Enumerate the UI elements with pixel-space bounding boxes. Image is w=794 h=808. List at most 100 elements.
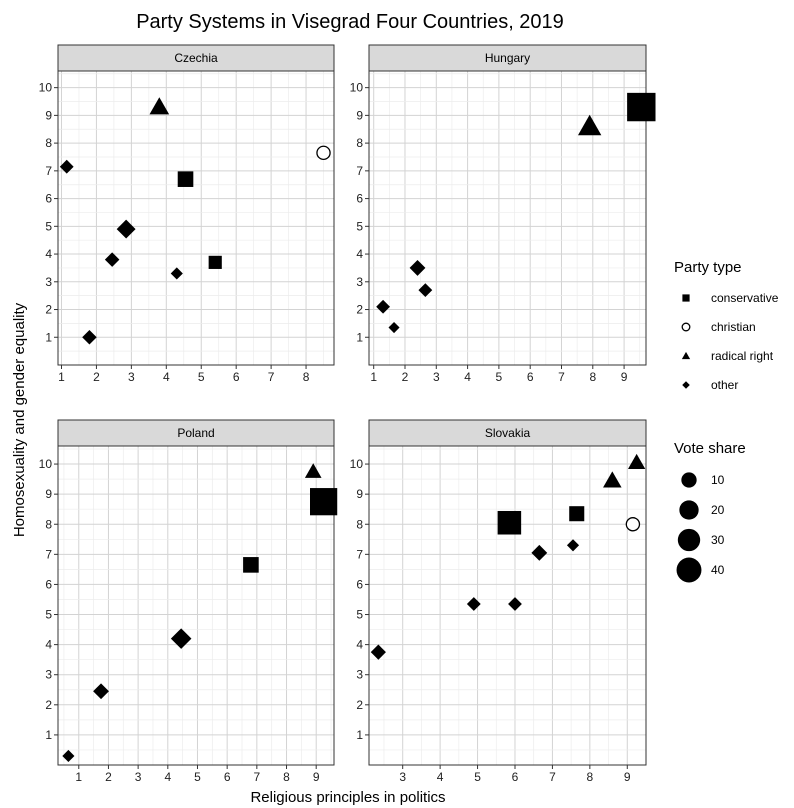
legend-size-item: 10	[681, 472, 725, 488]
point-conservative	[208, 255, 222, 269]
panel-strip-label: Hungary	[485, 51, 530, 65]
legend-size-item: 40	[676, 557, 725, 583]
x-tick-label: 2	[402, 370, 409, 384]
legend-shape-items: conservative christian radical right other	[681, 291, 779, 392]
y-tick-label: 10	[39, 457, 53, 471]
y-tick-label: 3	[356, 668, 363, 682]
point-other	[566, 539, 580, 552]
legend-title-vote-share: Vote share	[674, 440, 746, 457]
legend-size-items: 10 20 30 40	[676, 472, 725, 583]
panel-strip-label: Slovakia	[485, 426, 531, 440]
panel-border	[57, 70, 335, 366]
y-tick-label: 10	[350, 81, 364, 95]
point-other	[104, 252, 120, 267]
y-tick-label: 1	[356, 728, 363, 742]
legend-size-label: 30	[711, 533, 725, 547]
legend-size-item: 20	[679, 500, 725, 520]
y-tick-label: 10	[39, 81, 53, 95]
legend-symbol-conservative	[682, 294, 690, 302]
legend-label: other	[711, 378, 738, 392]
y-tick-label: 3	[45, 668, 52, 682]
panel-points	[376, 92, 656, 334]
legend-item-radical-right: radical right	[681, 349, 774, 363]
chart-title: Party Systems in Visegrad Four Countries…	[136, 11, 564, 33]
panel-border	[368, 70, 647, 366]
y-tick-label: 3	[356, 275, 363, 289]
point-other	[59, 159, 74, 174]
x-tick-label: 2	[93, 370, 100, 384]
point-radical-right	[577, 114, 602, 136]
point-conservative	[177, 171, 194, 187]
x-tick-label: 1	[370, 370, 377, 384]
x-tick-label: 3	[433, 370, 440, 384]
y-tick-label: 9	[356, 108, 363, 122]
panel-strip-label: Czechia	[174, 51, 218, 65]
point-other	[508, 597, 522, 611]
panel-points	[62, 463, 338, 763]
y-tick-label: 9	[356, 487, 363, 501]
legend-size-label: 20	[711, 503, 725, 517]
point-christian	[625, 517, 641, 532]
x-tick-label: 7	[558, 370, 565, 384]
y-tick-label: 1	[356, 330, 363, 344]
x-tick-label: 4	[163, 370, 170, 384]
legend-size-label: 10	[711, 473, 725, 487]
point-conservative	[497, 510, 522, 535]
legend-item-christian: christian	[681, 320, 756, 334]
y-tick-label: 10	[350, 457, 364, 471]
panel-strip	[368, 419, 647, 447]
point-conservative	[569, 506, 585, 522]
panel-grid	[58, 71, 334, 366]
y-tick-label: 5	[45, 608, 52, 622]
y-tick-label: 4	[356, 247, 363, 261]
legend-symbol-radical-right	[681, 351, 691, 360]
point-christian	[316, 145, 331, 161]
y-tick-label: 4	[356, 638, 363, 652]
x-tick-label: 7	[268, 370, 275, 384]
legend-label: conservative	[711, 291, 779, 305]
legend-symbol-other	[682, 381, 690, 389]
x-tick-label: 6	[527, 370, 534, 384]
y-tick-label: 6	[45, 192, 52, 206]
panel-points	[59, 97, 331, 345]
x-tick-label: 6	[233, 370, 240, 384]
point-radical-right	[603, 471, 622, 488]
y-tick-label: 2	[45, 698, 52, 712]
point-other	[418, 283, 433, 298]
legend-label: radical right	[711, 349, 774, 363]
y-axis-title: Homosexuality and gender equality	[11, 302, 28, 537]
x-tick-label: 5	[496, 370, 503, 384]
x-tick-label: 2	[105, 770, 112, 784]
panel-background	[57, 445, 335, 766]
legend: Party type conservative christian radical …	[674, 259, 779, 583]
y-tick-label: 1	[45, 330, 52, 344]
x-tick-label: 3	[399, 770, 406, 784]
x-tick-label: 5	[474, 770, 481, 784]
x-tick-label: 8	[587, 770, 594, 784]
panel-poland: Poland 1 2 3 4 5 6 7 8 9 10 1 2 3 4 5 6 7 8 9	[39, 419, 338, 784]
panel-points	[370, 453, 646, 660]
x-tick-label: 9	[313, 770, 320, 784]
y-tick-label: 8	[356, 517, 363, 531]
x-tick-label: 7	[253, 770, 260, 784]
panel-strip	[57, 419, 335, 447]
legend-title-party-type: Party type	[674, 259, 742, 276]
x-tick-label: 5	[198, 370, 205, 384]
legend-size-dot	[676, 557, 702, 583]
y-tick-label: 7	[45, 164, 52, 178]
facet-panels: Czechia 1 2 3 4 5 6 7 8 9 10 1 2 3 4 5 6 7 8 Hungary 1 2 3 4 5 6 7…	[39, 44, 656, 784]
panel-background	[57, 70, 335, 366]
legend-size-label: 40	[711, 563, 725, 577]
panel-strip	[57, 44, 335, 72]
y-tick-label: 4	[45, 247, 52, 261]
x-tick-label: 4	[464, 370, 471, 384]
panel-hungary: Hungary 1 2 3 4 5 6 7 8 9 10 1 2 3 4 5 6 7 8 9	[350, 44, 656, 384]
point-other	[388, 322, 400, 334]
panel-background	[368, 445, 647, 766]
point-radical-right	[627, 453, 646, 470]
legend-size-dot	[681, 472, 697, 488]
x-tick-label: 8	[283, 770, 290, 784]
x-tick-label: 6	[512, 770, 519, 784]
panel-border	[57, 445, 335, 766]
